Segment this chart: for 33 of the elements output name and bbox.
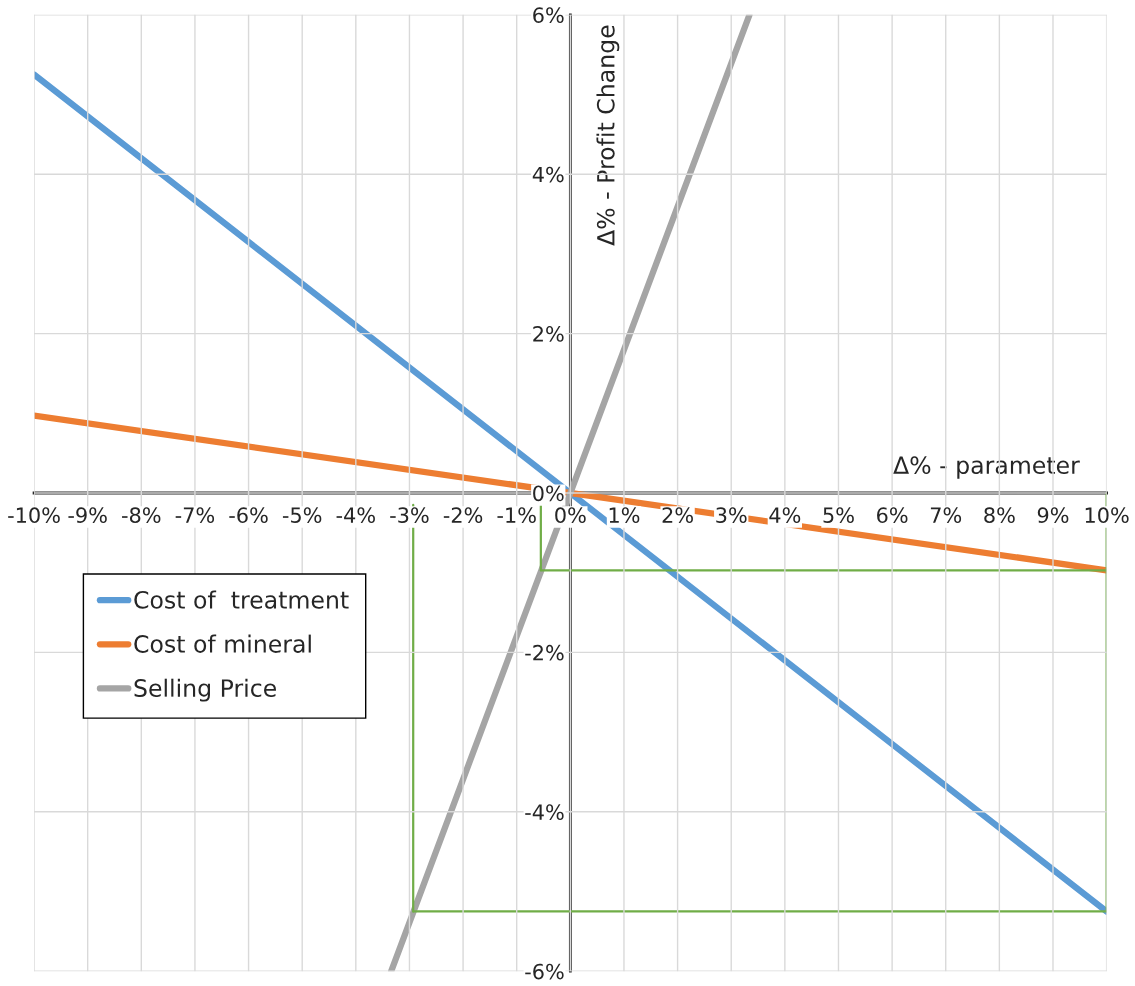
y-tick-label: 4%: [532, 166, 564, 183]
y-tick-label: 0%: [533, 485, 564, 502]
legend-label: Selling Price: [134, 678, 276, 702]
x-tick-label: 10%: [1085, 507, 1129, 524]
x-tick-label: 1%: [609, 507, 640, 524]
x-tick-label: -4%: [336, 507, 375, 524]
x-tick-label: 8%: [984, 507, 1015, 524]
x-tick-label: -2%: [443, 507, 483, 524]
x-tick-label: 0%: [555, 507, 586, 524]
x-tick-label: -10%: [8, 507, 60, 524]
x-tick-label: 3%: [716, 507, 747, 524]
x-tick-label: 9%: [1037, 507, 1069, 524]
x-tick-label: -3%: [390, 507, 429, 524]
x-tick-label: 4%: [769, 507, 801, 524]
x-axis-title: Δ% - parameter: [893, 456, 1080, 479]
x-tick-label: -6%: [229, 507, 268, 524]
x-tick-label: 2%: [662, 507, 693, 524]
y-tick-label: 6%: [533, 7, 564, 23]
x-tick-label: -1%: [497, 507, 536, 524]
y-tick-label: -4%: [525, 804, 564, 821]
y-tick-label: 2%: [533, 326, 564, 342]
x-tick-label: -8%: [122, 507, 161, 524]
legend-label: Cost of treatment: [134, 590, 349, 609]
y-tick-label: -2%: [525, 644, 564, 661]
y-axis-title: Δ% - Profit Change: [596, 25, 620, 246]
x-tick-label: 6%: [877, 507, 908, 524]
x-tick-label: 7%: [930, 507, 962, 524]
x-tick-label: -9%: [68, 507, 107, 524]
x-tick-label: -5%: [282, 507, 322, 524]
x-tick-label: 5%: [823, 507, 854, 524]
x-tick-label: -7%: [175, 507, 215, 524]
legend-label: Cost of mineral: [134, 634, 311, 653]
y-tick-label: -6%: [525, 963, 564, 980]
